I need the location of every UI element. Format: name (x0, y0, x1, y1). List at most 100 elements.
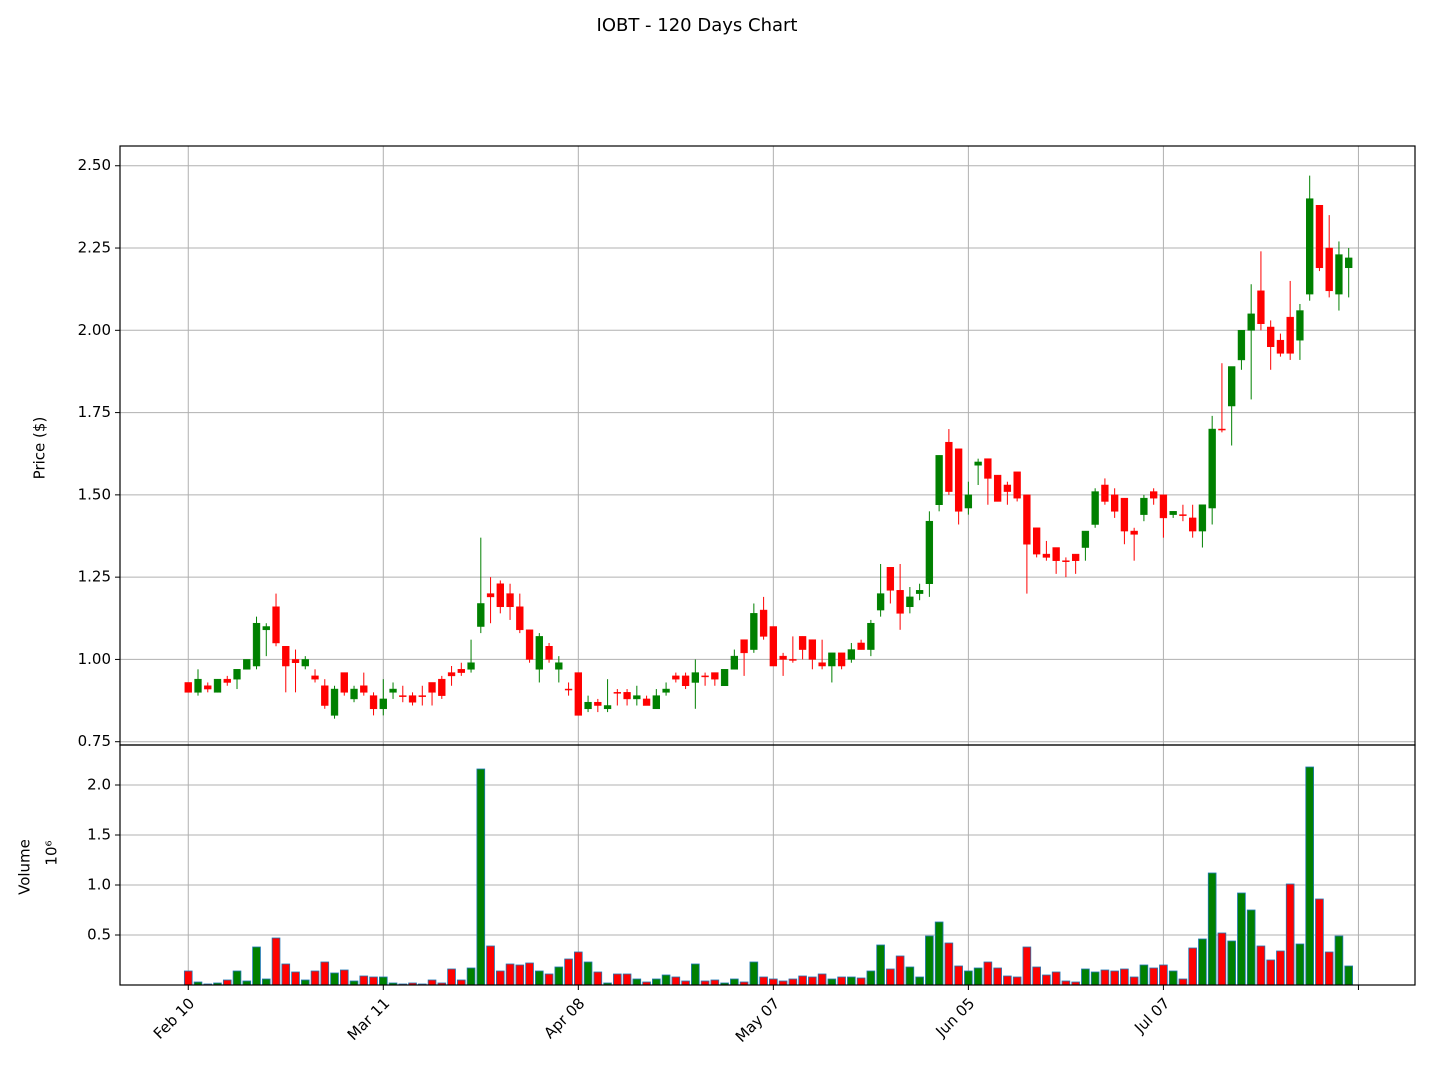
volume-bar (1305, 766, 1314, 986)
candle-body (779, 655, 787, 660)
volume-bar (1227, 940, 1236, 986)
candle-body (369, 695, 378, 710)
volume-bar (671, 976, 681, 986)
volume-bar (730, 978, 739, 986)
candle-body (1052, 547, 1060, 561)
candle-body (467, 662, 475, 670)
volume-bar (788, 978, 798, 986)
volume-bar (505, 963, 515, 986)
candle-body (1130, 530, 1138, 535)
volume-bar (915, 976, 924, 986)
candle-body (1032, 527, 1041, 555)
candle-body (935, 455, 943, 505)
volume-offset-label: 10⁶ (43, 840, 61, 865)
y-tick-label: 0.5 (87, 926, 111, 944)
volume-bar (1188, 947, 1197, 986)
candle-body (516, 606, 524, 631)
candle-body (311, 675, 319, 680)
candle-body (584, 701, 592, 710)
volume-bar (339, 969, 349, 986)
volume-bar (554, 966, 564, 986)
candle-body (613, 692, 621, 694)
volume-bar (710, 979, 720, 986)
candle-body (1198, 504, 1207, 532)
candle-body (1286, 316, 1294, 354)
volume-bar (1324, 951, 1334, 986)
candle-body (243, 659, 251, 670)
candle-body (867, 622, 875, 650)
candle-body (1101, 484, 1109, 502)
candle-body (1189, 517, 1197, 532)
volume-bar (281, 963, 291, 986)
volume-bar (1012, 976, 1022, 986)
candle-body (1208, 428, 1216, 509)
candle-body (837, 652, 846, 667)
candle-body (1315, 204, 1324, 269)
candle-body (828, 652, 836, 667)
volume-bar (222, 979, 232, 986)
candle-body (350, 688, 358, 700)
volume-bar (183, 970, 193, 986)
volume-bar (261, 978, 271, 986)
candle-body (1276, 339, 1285, 354)
candle-body (1169, 511, 1177, 515)
candle-body (438, 678, 446, 696)
volume-bar (837, 976, 846, 986)
volume-bar (378, 976, 388, 986)
candle-body (1345, 257, 1353, 269)
candle-body (272, 606, 280, 644)
volume-bar (1081, 968, 1090, 986)
candle-body (701, 675, 709, 678)
candle-body (603, 705, 612, 710)
volume-bar (1051, 971, 1061, 986)
volume-bar (1129, 976, 1139, 986)
volume-bar (973, 967, 983, 986)
volume-bar (769, 978, 778, 986)
candle-body (1023, 494, 1031, 545)
candle-body (672, 675, 680, 680)
volume-bar (593, 971, 603, 986)
candle-body (184, 682, 192, 693)
volume-bar (544, 973, 554, 986)
candle-body (876, 593, 885, 611)
candle-body (408, 695, 417, 703)
volume-bar (1246, 909, 1256, 986)
candle-body (428, 682, 436, 693)
candle-body (954, 448, 963, 512)
candle-body (993, 474, 1002, 502)
volume-bar (310, 970, 320, 986)
candle-body (1081, 530, 1090, 548)
volume-bar (476, 768, 486, 986)
candle-body (301, 659, 309, 667)
candle-body (1179, 514, 1187, 516)
volume-bar (817, 973, 827, 986)
y-axis-label: Price ($) (31, 417, 49, 480)
candle-body (418, 695, 426, 697)
candle-body (1306, 198, 1314, 295)
volume-bar (447, 968, 456, 986)
volume-bar (632, 978, 642, 986)
candle-body (399, 695, 407, 697)
candle-body (798, 636, 807, 650)
volume-axis-label: Volume (16, 839, 34, 895)
candle-body (633, 695, 641, 700)
volume-bar (1110, 970, 1119, 986)
volume-bar (905, 966, 915, 986)
candle-body (252, 622, 261, 667)
y-tick-label: 1.00 (78, 650, 111, 668)
candle-body (789, 659, 797, 661)
candle-body (447, 672, 456, 677)
candle-body (1325, 247, 1333, 292)
volume-bar (847, 976, 856, 986)
volume-bar (954, 965, 963, 986)
y-tick-label: 1.0 (87, 876, 111, 894)
volume-bar (1266, 959, 1275, 986)
volume-bar (993, 967, 1002, 986)
volume-bar (856, 977, 866, 986)
volume-bar (252, 946, 261, 986)
volume-bar (798, 975, 807, 986)
candle-body (896, 590, 904, 614)
candle-body (457, 669, 465, 673)
y-tick-label: 2.50 (78, 156, 111, 174)
